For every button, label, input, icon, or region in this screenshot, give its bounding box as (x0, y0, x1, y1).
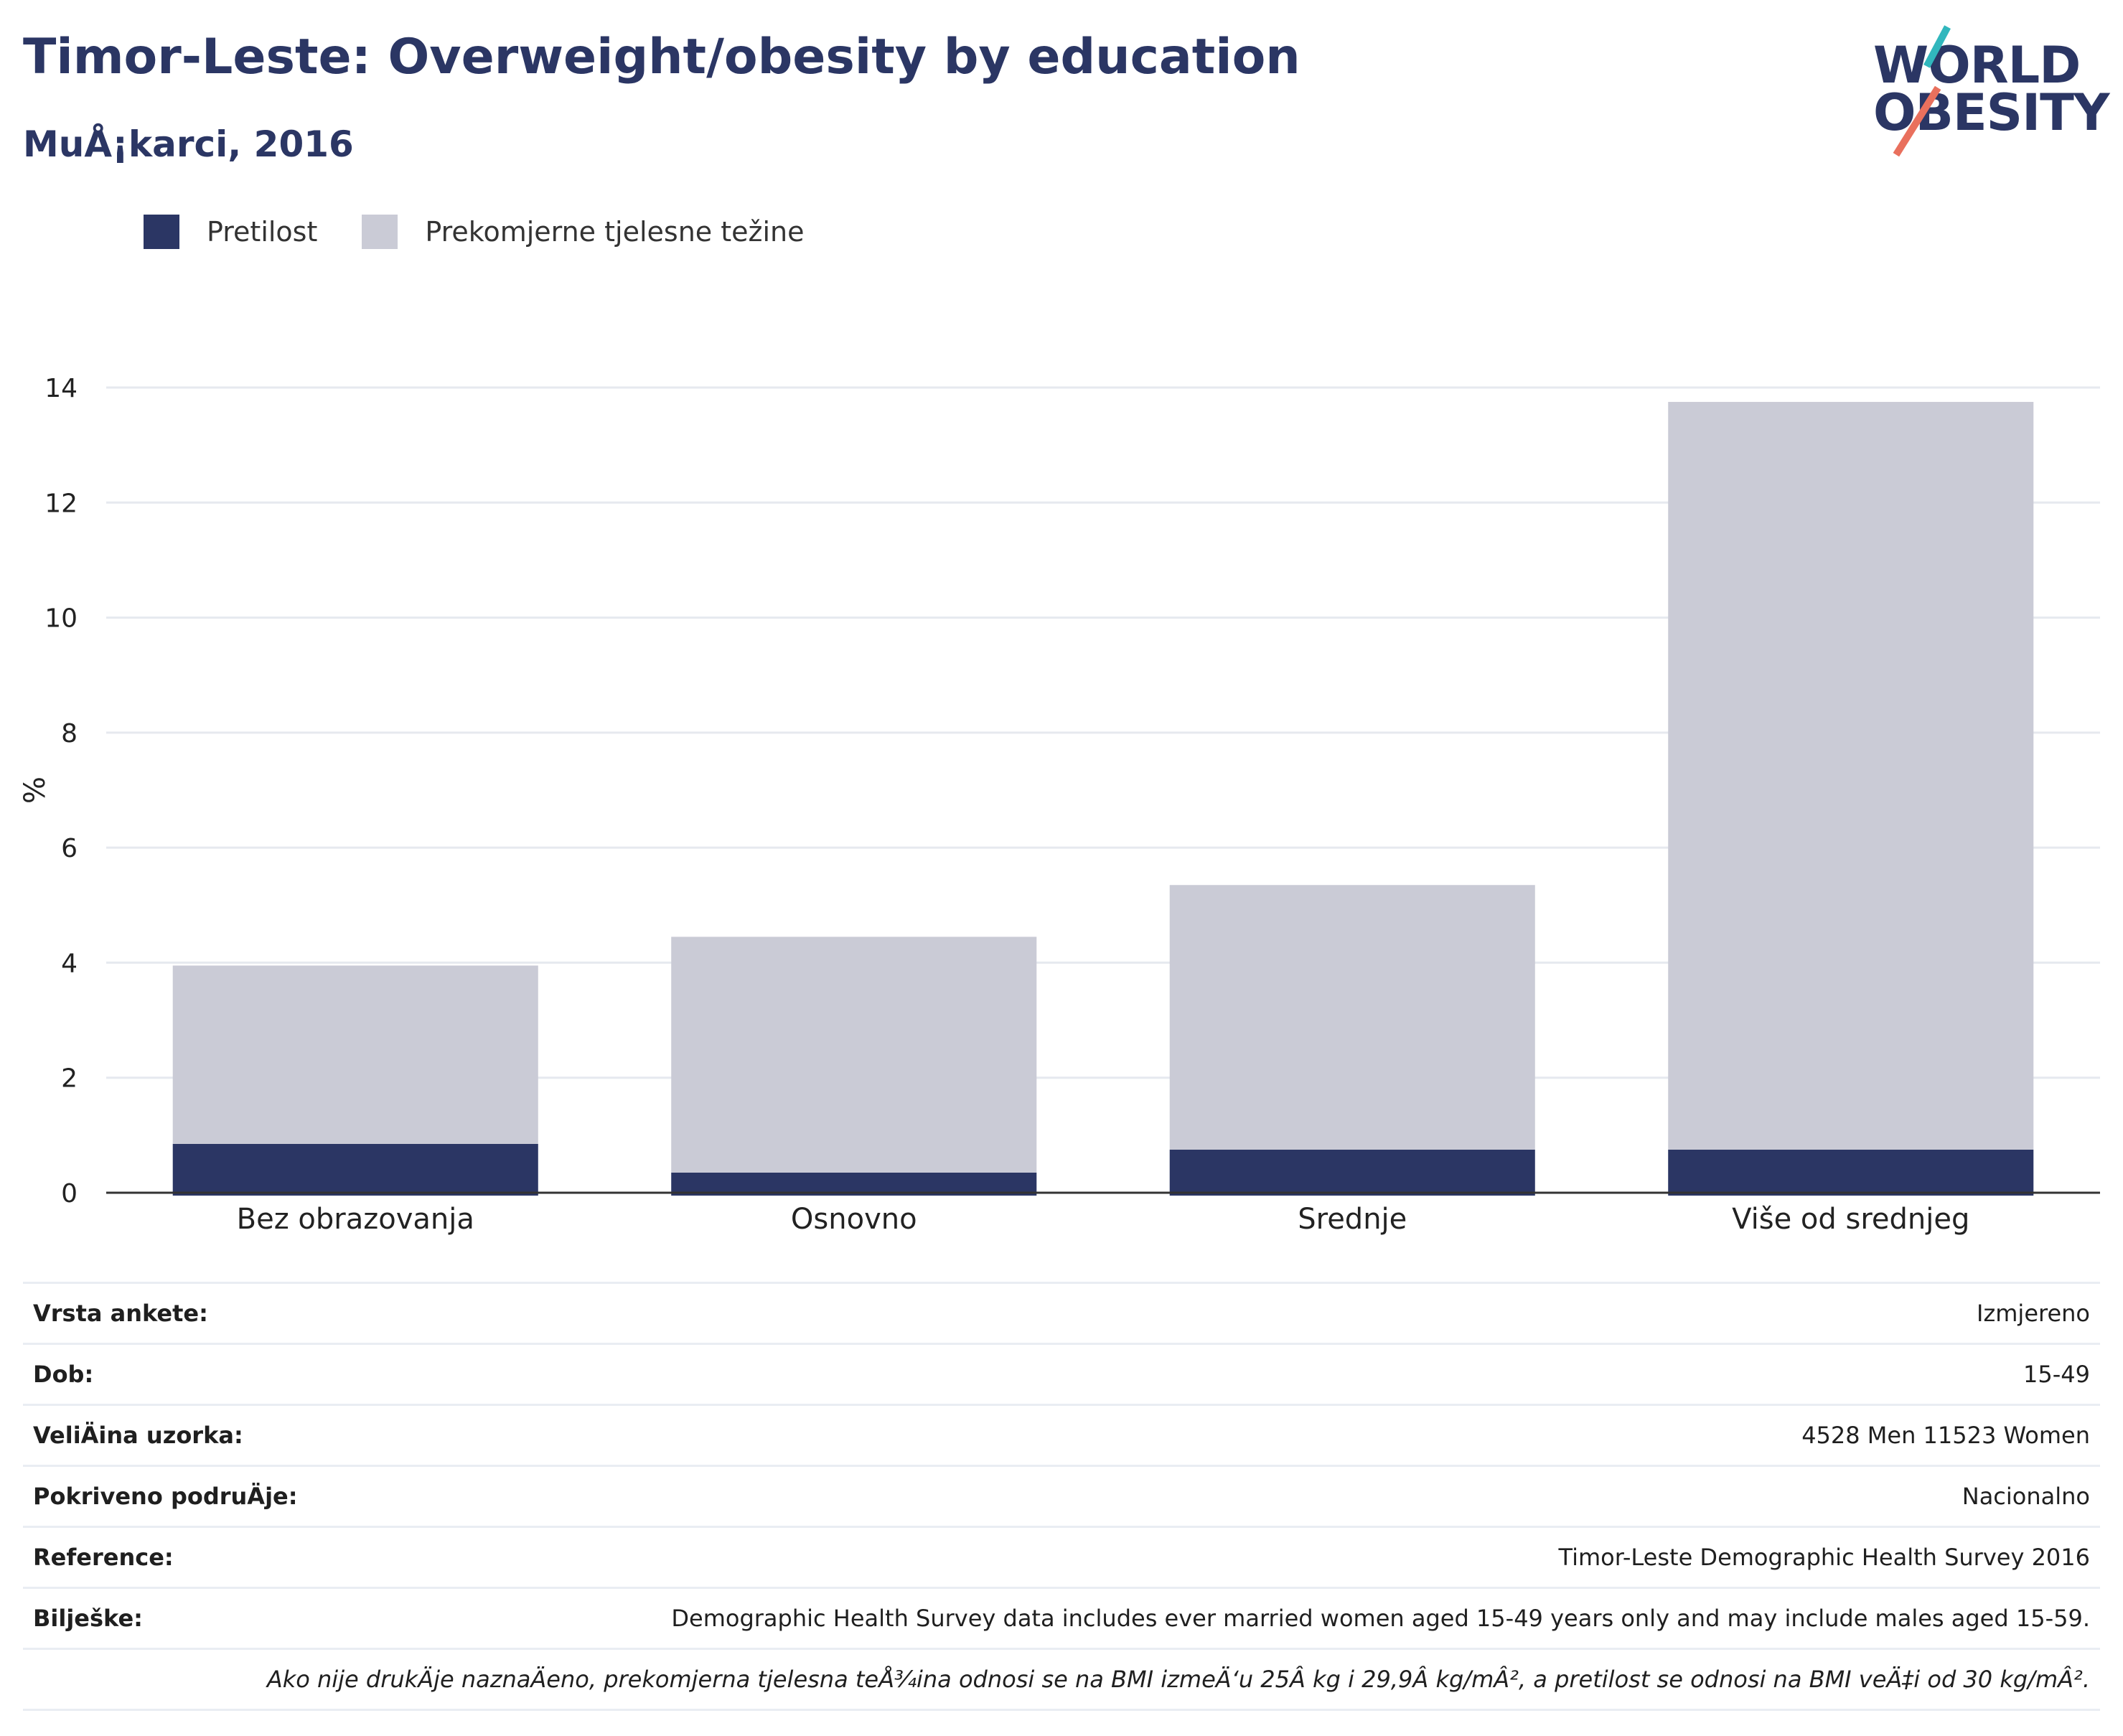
bar-obesity (1668, 1150, 2033, 1196)
info-key: Reference: (33, 1544, 174, 1571)
y-tick-label: 10 (44, 604, 78, 634)
info-row-reference: Reference: Timor-Leste Demographic Healt… (23, 1526, 2100, 1587)
bar-overweight (671, 937, 1036, 1173)
info-value: Demographic Health Survey data includes … (671, 1605, 2090, 1632)
y-tick-label: 14 (44, 374, 78, 403)
info-row-age: Dob: 15-49 (23, 1343, 2100, 1404)
info-row-notes: Bilješke: Demographic Health Survey data… (23, 1587, 2100, 1648)
page-title: Timor-Leste: Overweight/obesity by educa… (23, 29, 1300, 85)
legend-swatch-obesity (144, 215, 179, 249)
info-key: Bilješke: (33, 1605, 143, 1632)
world-obesity-logo: WORLD OBESITY (1873, 22, 2110, 151)
bar-overweight (1668, 402, 2033, 1150)
info-row-survey-type: Vrsta ankete: Izmjereno (23, 1282, 2100, 1343)
bar-overweight (1170, 885, 1535, 1150)
info-value: Timor-Leste Demographic Health Survey 20… (1559, 1544, 2090, 1571)
info-key: Pokriveno podruÄ je: (33, 1483, 298, 1510)
bar-overweight (173, 965, 538, 1143)
legend-label-obesity: Pretilost (207, 216, 317, 248)
footnote: Ako nije drukÄ je naznaÄ eno, prekomjern… (267, 1666, 2090, 1693)
legend-label-overweight: Prekomjerne tjelesne težine (425, 216, 804, 248)
info-value: 4528 Men 11523 Women (1801, 1422, 2090, 1449)
info-value: Nacionalno (1962, 1483, 2090, 1510)
y-tick-label: 8 (61, 719, 78, 749)
bar-obesity (173, 1144, 538, 1196)
info-row-area-covered: Pokriveno podruÄ je: Nacionalno (23, 1465, 2100, 1526)
info-footnote-row: Ako nije drukÄ je naznaÄ eno, prekomjern… (23, 1648, 2100, 1711)
y-tick-label: 0 (61, 1179, 78, 1209)
info-value: Izmjereno (1977, 1300, 2090, 1327)
info-value: 15-49 (2023, 1361, 2090, 1388)
page-subtitle: MuÅ¡karci, 2016 (23, 123, 354, 165)
y-tick-label: 4 (61, 949, 78, 978)
info-key: VeliÄ ina uzorka: (33, 1422, 243, 1449)
x-category-label: Osnovno (791, 1203, 917, 1236)
bar-chart: 0 2 4 6 8 10 12 14% Bez obrazovanja Osnovno Srednj… (0, 344, 2123, 1249)
y-axis-label: % (19, 776, 52, 804)
y-tick-label: 12 (44, 489, 78, 518)
y-tick-label: 6 (61, 834, 78, 863)
info-table: Vrsta ankete: Izmjereno Dob: 15-49 VeliÄ… (23, 1282, 2100, 1711)
x-category-label: Bez obrazovanja (237, 1203, 474, 1236)
bar-obesity (1170, 1150, 1535, 1196)
y-tick-label: 2 (61, 1064, 78, 1094)
legend-swatch-overweight (362, 215, 398, 249)
info-key: Dob: (33, 1361, 93, 1388)
chart-legend: Pretilost Prekomjerne tjelesne težine (144, 214, 849, 250)
x-category-label: Više od srednjeg (1732, 1203, 1969, 1236)
info-row-sample-size: VeliÄ ina uzorka: 4528 Men 11523 Women (23, 1404, 2100, 1465)
x-category-label: Srednje (1298, 1203, 1407, 1236)
info-key: Vrsta ankete: (33, 1300, 208, 1327)
